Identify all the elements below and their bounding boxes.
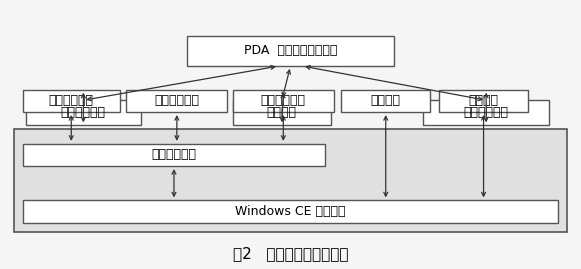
Text: 具体测试: 具体测试 — [267, 106, 297, 119]
Text: 串口通信: 串口通信 — [468, 94, 498, 107]
Text: 软件加密: 软件加密 — [371, 94, 401, 107]
Bar — [233, 90, 333, 112]
Text: 测试文件管理: 测试文件管理 — [261, 94, 306, 107]
Text: 内部文件管理: 内部文件管理 — [152, 148, 196, 161]
Text: 楼层位图管理: 楼层位图管理 — [155, 94, 199, 107]
Text: 图2   测试模块的整体结构: 图2 测试模块的整体结构 — [233, 246, 348, 261]
Bar — [233, 100, 331, 125]
Bar — [23, 90, 120, 112]
Text: 研究已测数据: 研究已测数据 — [464, 106, 508, 119]
Bar — [23, 144, 325, 166]
Bar — [423, 100, 550, 125]
Bar — [187, 36, 394, 66]
Text: 楼层楼宇管理: 楼层楼宇管理 — [61, 106, 106, 119]
Bar — [15, 129, 566, 232]
Bar — [26, 100, 141, 125]
Text: 测试色标管理: 测试色标管理 — [49, 94, 94, 107]
Text: PDA  测试软件用户界面: PDA 测试软件用户界面 — [244, 44, 337, 57]
Bar — [127, 90, 227, 112]
Text: Windows CE 操作系统: Windows CE 操作系统 — [235, 205, 346, 218]
Bar — [439, 90, 528, 112]
Bar — [23, 200, 558, 223]
Bar — [341, 90, 431, 112]
